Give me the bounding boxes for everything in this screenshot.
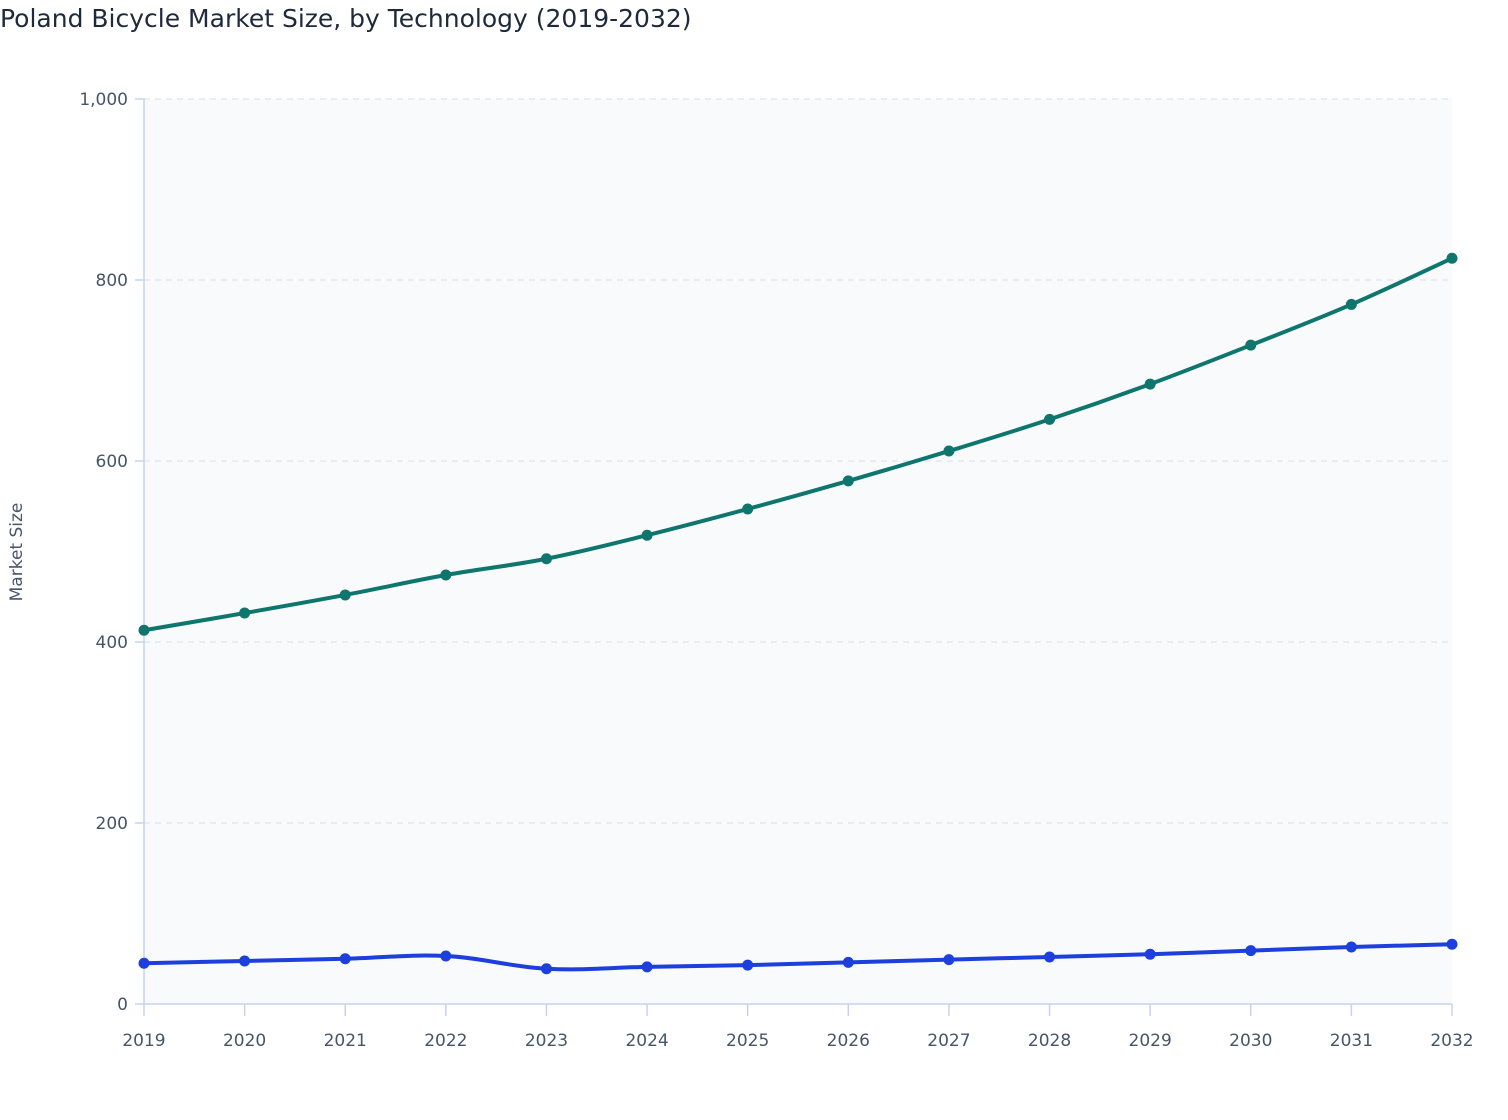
data-point-1-2031: [1345, 941, 1357, 953]
x-tick-label: 2025: [726, 1031, 769, 1051]
data-point-1-2022: [440, 950, 452, 962]
data-point-1-2030: [1245, 945, 1257, 957]
x-tick-label: 2027: [927, 1031, 970, 1051]
data-point-0-2020: [239, 607, 251, 619]
data-point-0-2025: [742, 503, 754, 515]
data-point-0-2027: [943, 445, 955, 457]
data-point-0-2029: [1144, 378, 1156, 390]
x-tick-label: 2029: [1129, 1031, 1172, 1051]
x-tick-label: 2022: [424, 1031, 467, 1051]
y-axis-title: Market Size: [7, 503, 27, 602]
x-tick-label: 2024: [625, 1031, 668, 1051]
x-tick-label: 2026: [827, 1031, 870, 1051]
series-line-0: [143, 256, 1453, 633]
data-point-0-2019: [138, 624, 150, 636]
x-tick-label: 2028: [1028, 1031, 1071, 1051]
data-point-1-2020: [239, 955, 251, 967]
y-tick-label: 1,000: [79, 90, 128, 110]
data-point-0-2023: [540, 553, 552, 565]
data-point-0-2032: [1446, 252, 1458, 264]
y-tick-label: 600: [96, 452, 128, 472]
data-point-0-2031: [1345, 298, 1357, 310]
data-point-1-2029: [1144, 948, 1156, 960]
y-tick-label: 0: [117, 995, 128, 1015]
data-point-1-2032: [1446, 938, 1458, 950]
data-point-1-2024: [641, 961, 653, 973]
x-tick-label: 2021: [324, 1031, 367, 1051]
data-point-1-2026: [842, 956, 854, 968]
x-tick-label: 2020: [223, 1031, 266, 1051]
data-point-0-2022: [440, 569, 452, 581]
x-tick-label: 2032: [1430, 1031, 1473, 1051]
y-tick-label: 400: [96, 633, 128, 653]
data-point-1-2025: [742, 959, 754, 971]
data-point-1-2019: [138, 957, 150, 969]
plot-area: [144, 99, 1452, 1004]
data-point-0-2026: [842, 475, 854, 487]
x-tick-label: 2023: [525, 1031, 568, 1051]
chart-title: Poland Bicycle Market Size, by Technolog…: [0, 4, 692, 33]
series-line-1: [143, 942, 1453, 972]
data-point-0-2030: [1245, 339, 1257, 351]
data-point-1-2028: [1044, 951, 1056, 963]
y-tick-label: 200: [96, 814, 128, 834]
data-point-1-2021: [339, 953, 351, 965]
data-point-0-2021: [339, 589, 351, 601]
y-tick-label: 800: [96, 271, 128, 291]
x-tick-label: 2030: [1229, 1031, 1272, 1051]
data-point-1-2023: [540, 963, 552, 975]
data-point-1-2027: [943, 954, 955, 966]
data-point-0-2024: [641, 529, 653, 541]
x-tick-label: 2019: [122, 1031, 165, 1051]
x-tick-label: 2031: [1330, 1031, 1373, 1051]
data-point-0-2028: [1044, 413, 1056, 425]
